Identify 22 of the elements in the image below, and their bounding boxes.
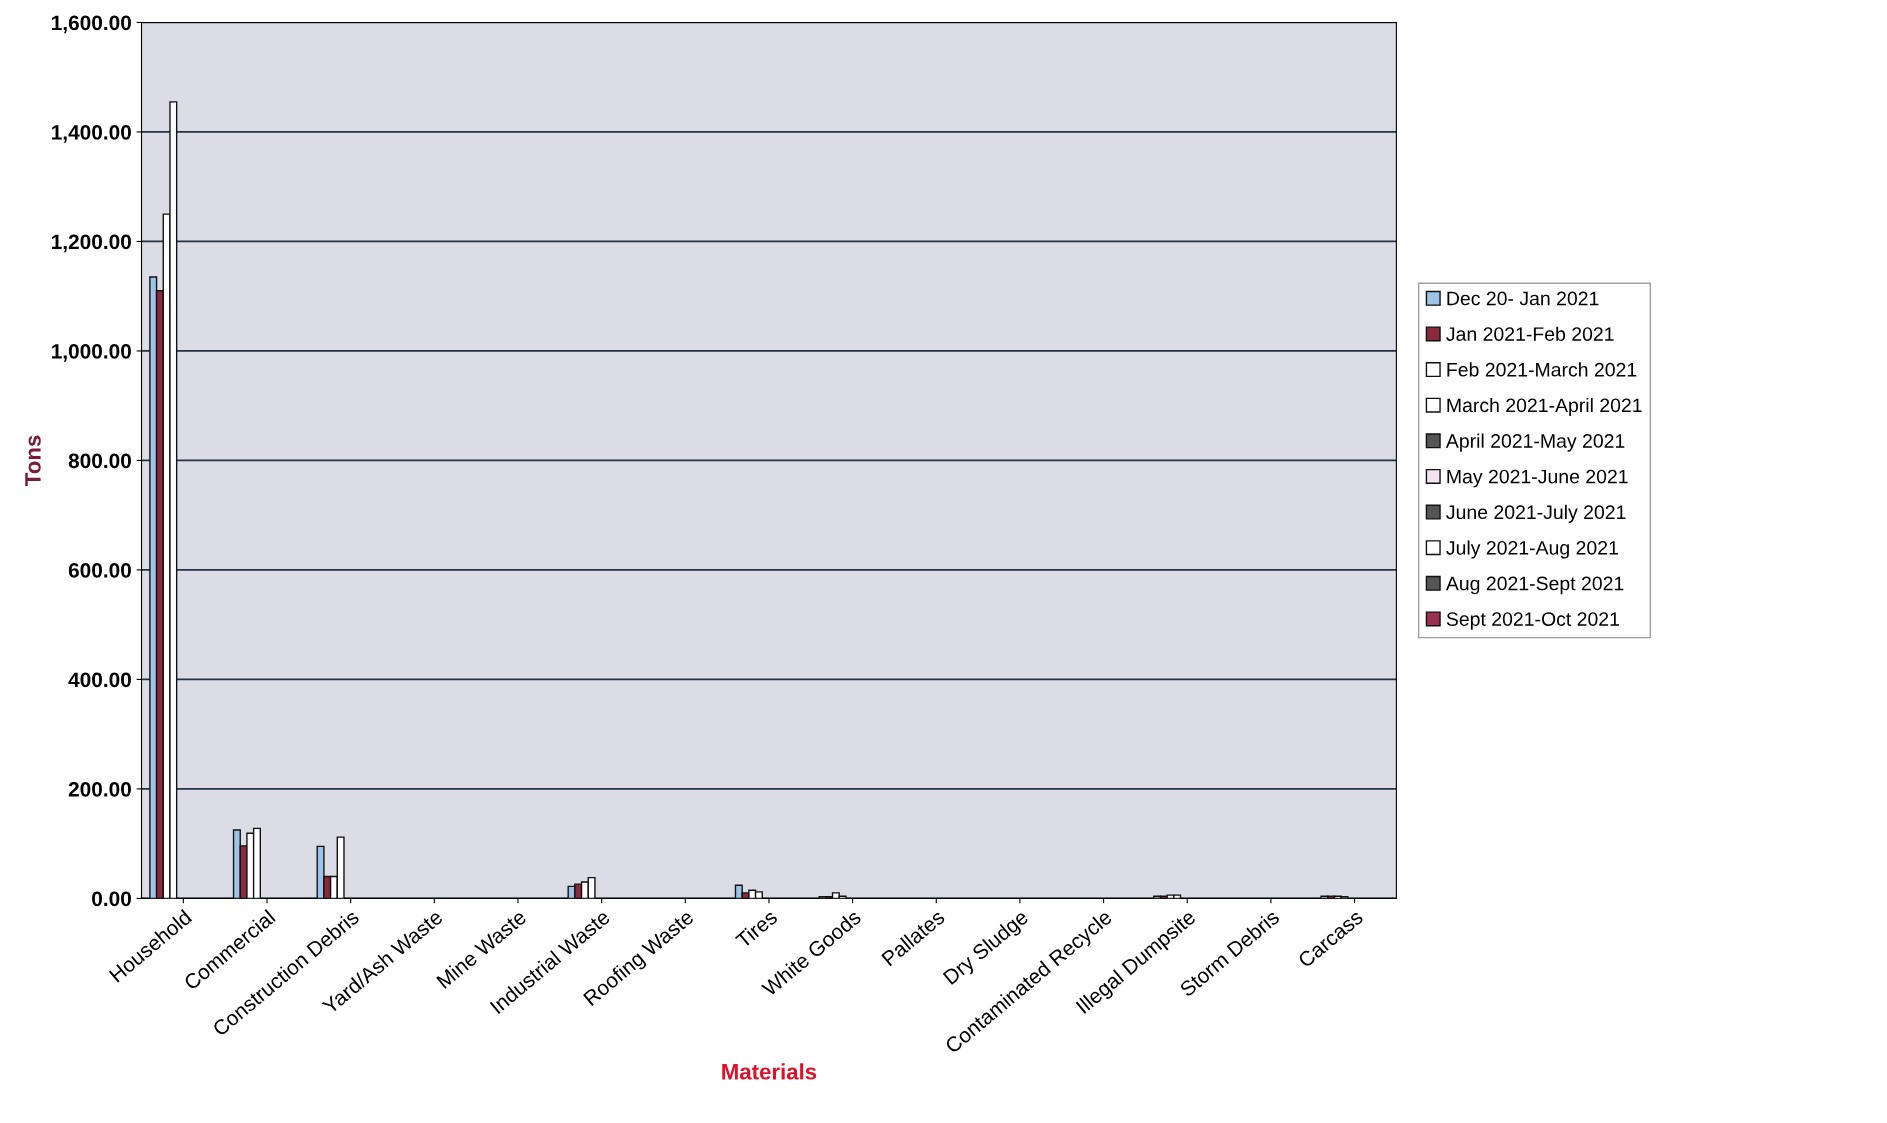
legend-label: June 2021-July 2021 (1446, 504, 1626, 523)
y-tick-label: 600.00 (68, 562, 131, 578)
y-tick-label: 1,400.00 (52, 124, 131, 143)
legend-label: July 2021-Aug 2021 (1446, 540, 1618, 559)
y-tick-label: 1,200.00 (52, 234, 131, 253)
y-tick-label: 0.00 (92, 891, 131, 907)
y-tick-label: 200.00 (68, 781, 131, 797)
y-tick-label: 1,600.00 (52, 15, 131, 34)
x-tick-label: Tires (734, 908, 779, 949)
legend-label: March 2021-April 2021 (1447, 397, 1642, 417)
y-tick-label: 1,000.00 (52, 343, 131, 362)
legend-label: April 2021-May 2021 (1445, 433, 1625, 452)
y-tick-label: 800.00 (68, 453, 131, 469)
legend-label: May 2021-June 2021 (1447, 469, 1628, 488)
x-axis-title: Materials (722, 1063, 817, 1080)
legend-label: Aug 2021-Sept 2021 (1445, 576, 1624, 595)
legend-label: Sept 2021-Oct 2021 (1446, 612, 1619, 630)
y-axis-title: Tons (25, 435, 41, 486)
legend-label: Dec 20- Jan 2021 (1447, 291, 1599, 306)
legend-label: Feb 2021-March 2021 (1447, 362, 1637, 377)
legend-label: Jan 2021-Feb 2021 (1446, 326, 1614, 341)
y-tick-label: 400.00 (68, 672, 131, 688)
